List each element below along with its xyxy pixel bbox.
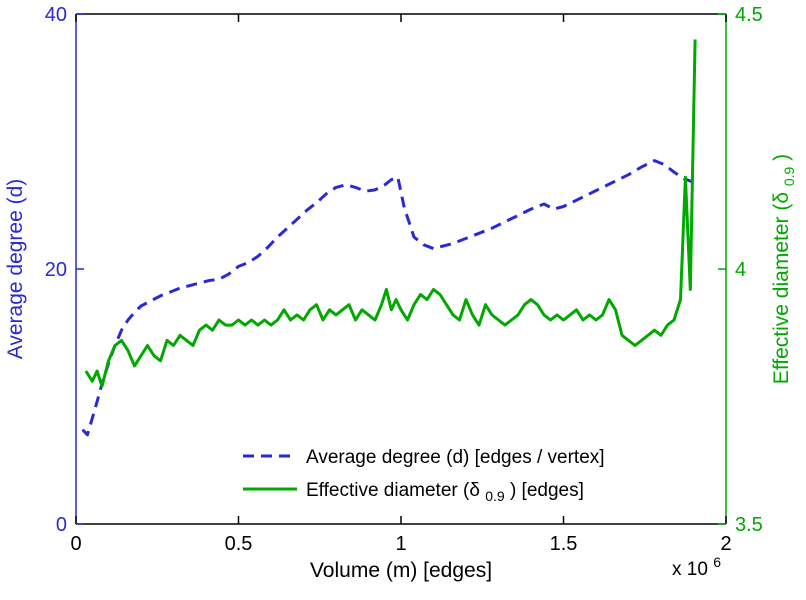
y-tick-label-left: 20 <box>45 259 67 281</box>
y-tick-label-left: 0 <box>56 514 67 536</box>
legend-label-effective-diameter-sub: 0.9 <box>485 488 505 504</box>
x-axis-multiplier-exponent: 6 <box>713 554 721 570</box>
y-tick-label-right: 4 <box>735 259 746 281</box>
y-axis-label-right-sub: 0.9 <box>781 166 797 186</box>
series-effective-diameter <box>84 39 697 388</box>
legend-label-average-degree: Average degree (d) [edges / vertex] <box>306 447 605 468</box>
y-tick-label-left: 40 <box>45 4 67 26</box>
y-axis-label-right: Effective diameter (δ 0.9 ) <box>770 154 799 384</box>
legend-label-effective-diameter-pre: Effective diameter (δ <box>306 480 480 501</box>
x-axis-multiplier-base: x 10 <box>672 559 708 580</box>
x-tick-label: 1 <box>395 533 406 555</box>
x-tick-label: 0 <box>70 533 81 555</box>
x-axis-multiplier: x 10 6 <box>672 554 721 580</box>
y-axis-label-right-post: ) <box>770 154 793 161</box>
y-axis-label-left: Average degree (d) <box>4 179 27 360</box>
x-axis-label: Volume (m) [edges] <box>310 559 492 582</box>
x-tick-label: 0.5 <box>225 533 253 555</box>
x-tick-label: 1.5 <box>550 533 578 555</box>
legend: Average degree (d) [edges / vertex] Effe… <box>243 447 605 506</box>
legend-label-effective-diameter: Effective diameter (δ 0.9 ) [edges] <box>306 480 584 506</box>
y-axis-label-right-pre: Effective diameter (δ <box>770 192 793 384</box>
x-tick-label: 2 <box>720 533 731 555</box>
y-tick-label-right: 3.5 <box>735 514 763 536</box>
series-average-degree <box>81 159 695 437</box>
legend-label-effective-diameter-post: ) [edges] <box>510 480 584 501</box>
y-tick-label-right: 4.5 <box>735 4 763 26</box>
